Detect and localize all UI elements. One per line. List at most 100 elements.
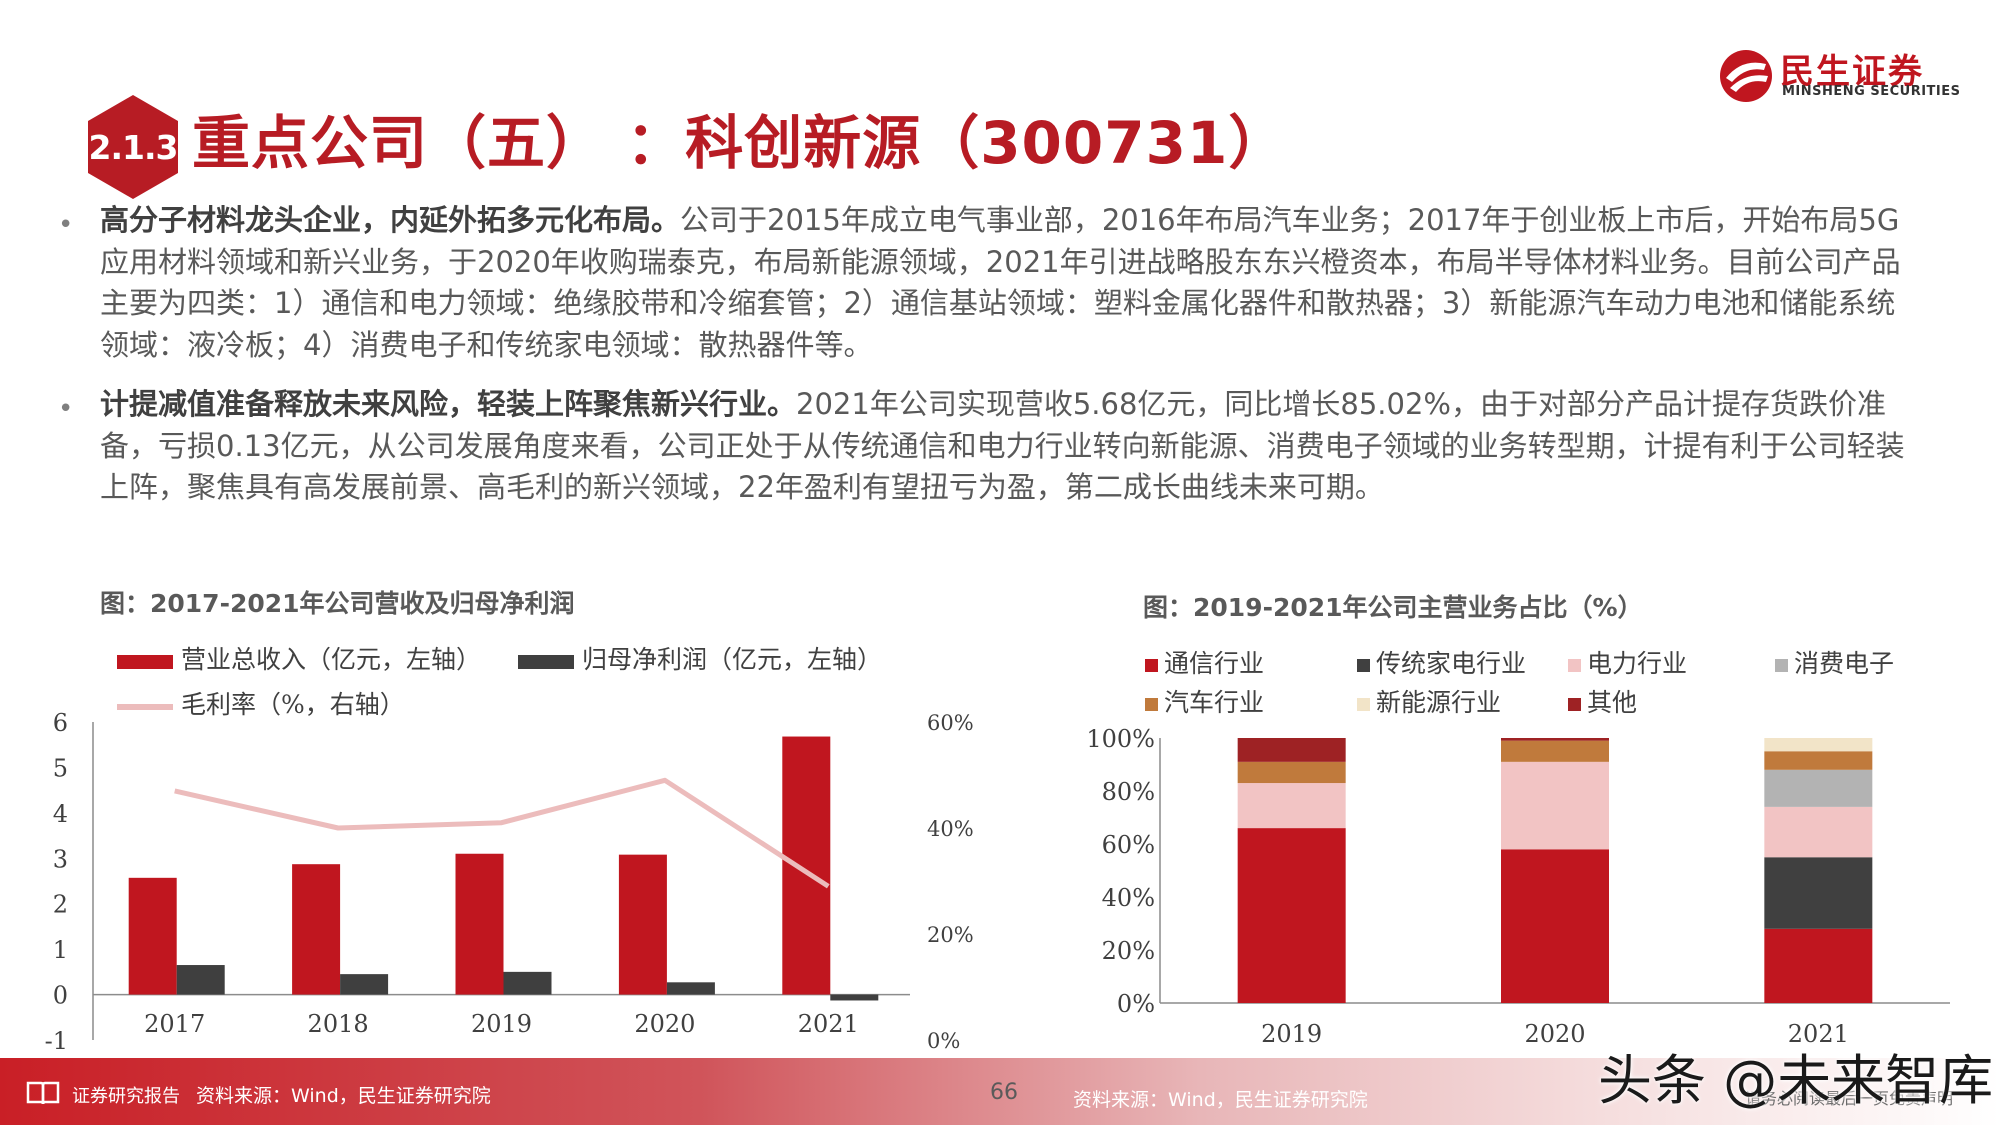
book-icon xyxy=(26,1081,60,1105)
legend-swatch-profit xyxy=(518,654,574,669)
net-profit-bar xyxy=(503,971,552,995)
brand-name-en: MINSHENG SECURITIES xyxy=(1782,84,1961,99)
y-tick: 60% xyxy=(1102,831,1155,859)
legend-label: 其他 xyxy=(1587,688,1638,717)
x-tick-label: 2021 xyxy=(1788,1020,1849,1048)
legend-label: 消费电子 xyxy=(1794,649,1895,678)
stacked-segment xyxy=(1764,857,1873,929)
paragraph-1-lead: 高分子材料龙头企业，内延外拓多元化布局。 xyxy=(100,203,681,237)
net-profit-bar xyxy=(176,965,225,995)
legend-label: 新能源行业 xyxy=(1376,688,1502,717)
section-badge xyxy=(88,95,178,199)
left-chart-title: 图：2017-2021年公司营收及归母净利润 xyxy=(100,589,575,618)
legend-item: 电力行业 xyxy=(1568,644,1687,680)
footer-disclaimer: 请务必阅读最后一页免责声明 xyxy=(1745,1089,1954,1108)
x-tick-label: 2021 xyxy=(798,1010,859,1038)
paragraph-1: 高分子材料龙头企业，内延外拓多元化布局。公司于2015年成立电气事业部，2016… xyxy=(100,200,1920,366)
stacked-segment xyxy=(1501,740,1609,762)
legend-item: 传统家电行业 xyxy=(1357,644,1526,680)
watermark: 头条 @未来智库 xyxy=(1598,1049,1994,1112)
stacked-segment xyxy=(1501,849,1609,1003)
legend-swatch xyxy=(1357,659,1370,672)
section-number: 2.1.3 xyxy=(88,127,179,167)
left-y-tick: 6 xyxy=(53,709,68,737)
stacked-segment xyxy=(1237,783,1346,829)
y-tick: 80% xyxy=(1102,778,1155,806)
legend-label: 电力行业 xyxy=(1587,649,1688,678)
right-chart-title: 图：2019-2021年公司主营业务占比（%） xyxy=(1143,593,1643,622)
legend-label: 汽车行业 xyxy=(1164,688,1265,717)
right-y-tick: 60% xyxy=(927,711,974,735)
page-title: 重点公司（五） ：科创新源（300731） xyxy=(192,109,1288,177)
left-y-tick: -1 xyxy=(45,1027,68,1055)
y-tick: 100% xyxy=(1086,725,1155,753)
legend-item: 通信行业 xyxy=(1145,644,1264,680)
legend-swatch xyxy=(1775,659,1788,672)
left-y-tick: 4 xyxy=(53,800,68,828)
legend-swatch xyxy=(1145,659,1158,672)
minsheng-logo-icon xyxy=(1720,50,1772,102)
revenue-bar xyxy=(128,877,177,995)
stacked-segment xyxy=(1501,738,1609,741)
bullet-2-icon: • xyxy=(58,394,74,424)
y-tick: 40% xyxy=(1102,884,1155,912)
x-tick-label: 2018 xyxy=(308,1010,369,1038)
net-profit-bar xyxy=(340,974,389,995)
legend-label: 传统家电行业 xyxy=(1376,649,1527,678)
legend-swatch xyxy=(1568,698,1581,711)
gross-margin-line xyxy=(174,777,830,889)
legend-label: 通信行业 xyxy=(1164,649,1265,678)
stacked-segment xyxy=(1501,761,1609,850)
y-tick: 20% xyxy=(1102,937,1155,965)
stacked-segment xyxy=(1764,806,1873,858)
footer-report-type: 证券研究报告 xyxy=(72,1086,180,1107)
revenue-bar xyxy=(455,853,504,995)
paragraph-2-text: 2021年公司实现营收5.68亿元，同比增长85.02%，由于对部分产品计提存货… xyxy=(100,387,1905,504)
right-legend: 通信行业 传统家电行业 电力行业 消费电子汽车行业 新能源行业 其他 xyxy=(1145,644,1985,724)
revenue-bar xyxy=(292,864,341,995)
x-tick-label: 2019 xyxy=(471,1010,532,1038)
legend-swatch xyxy=(1357,698,1370,711)
stacked-segment xyxy=(1237,761,1346,784)
y-tick: 0% xyxy=(1117,990,1155,1018)
paragraph-1-text: 公司于2015年成立电气事业部，2016年布局汽车业务；2017年于创业板上市后… xyxy=(100,203,1901,362)
stacked-segment xyxy=(1764,751,1873,770)
left-legend-margin: 毛利率（%，右轴） xyxy=(117,685,405,721)
legend-item: 汽车行业 xyxy=(1145,683,1264,719)
stacked-segment xyxy=(1764,738,1873,752)
net-profit-bar xyxy=(666,982,715,995)
paragraph-2: 计提减值准备释放未来风险，轻装上阵聚焦新兴行业。2021年公司实现营收5.68亿… xyxy=(100,384,1920,509)
right-y-tick: 20% xyxy=(927,923,974,947)
stacked-segment xyxy=(1764,928,1873,1003)
bullet-1-icon: • xyxy=(58,210,74,240)
revenue-profit-chart: 6 5 4 3 2 1 0 -1 60% 40% 20% 0% 2017 2018 2019 2020 2021 xyxy=(45,709,974,1055)
left-y-tick: 1 xyxy=(53,936,68,964)
legend-item: 其他 xyxy=(1568,683,1637,719)
left-y-tick: 5 xyxy=(53,754,68,782)
legend-swatch xyxy=(1568,659,1581,672)
left-legend-revenue: 营业总收入（亿元，左轴） xyxy=(117,640,481,676)
legend-label-margin: 毛利率（%，右轴） xyxy=(180,690,405,719)
legend-swatch-revenue xyxy=(117,654,173,669)
left-y-tick: 0 xyxy=(53,982,68,1010)
stacked-segment xyxy=(1237,738,1346,762)
footer-source-left: 资料来源：Wind，民生证券研究院 xyxy=(196,1085,491,1107)
revenue-bar xyxy=(782,736,831,995)
left-legend-profit: 归母净利润（亿元，左轴） xyxy=(518,640,882,676)
legend-swatch-margin xyxy=(117,703,173,710)
x-tick-label: 2019 xyxy=(1261,1020,1322,1048)
legend-label-revenue: 营业总收入（亿元，左轴） xyxy=(180,645,481,674)
paragraph-2-lead: 计提减值准备释放未来风险，轻装上阵聚焦新兴行业。 xyxy=(100,387,797,421)
legend-label-profit: 归母净利润（亿元，左轴） xyxy=(581,645,882,674)
legend-item: 新能源行业 xyxy=(1357,683,1501,719)
revenue-bar xyxy=(618,854,667,995)
x-tick-label: 2020 xyxy=(634,1010,695,1038)
stacked-segment xyxy=(1237,828,1346,1003)
business-mix-chart: 100% 80% 60% 40% 20% 0% 2019 2020 2021 xyxy=(1086,725,1950,1048)
footer-source-right: 资料来源：Wind，民生证券研究院 xyxy=(1073,1089,1368,1111)
right-y-tick: 0% xyxy=(927,1029,960,1053)
stacked-segment xyxy=(1764,769,1873,807)
legend-swatch xyxy=(1145,698,1158,711)
net-profit-bar xyxy=(830,994,879,1001)
brand-name-cn: 民生证券 xyxy=(1780,52,1924,92)
